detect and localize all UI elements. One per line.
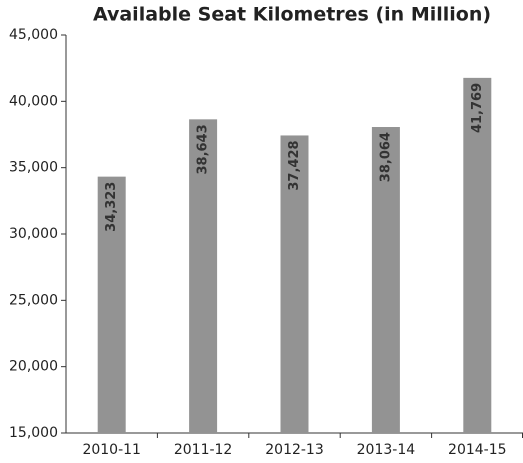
bar	[97, 176, 126, 433]
y-tick-label: 35,000	[9, 160, 58, 176]
bar	[280, 135, 309, 433]
bar	[371, 127, 400, 433]
y-tick-label: 20,000	[9, 359, 58, 375]
y-tick-label: 45,000	[9, 27, 58, 43]
chart-title: Available Seat Kilometres (in Million)	[93, 4, 491, 26]
x-tick-label: 2012-13	[265, 442, 324, 458]
y-tick-label: 40,000	[9, 93, 58, 109]
value-label: 34,323	[104, 182, 119, 232]
x-tick-label: 2014-15	[448, 442, 507, 458]
value-label: 38,643	[196, 124, 211, 174]
value-label: 37,428	[287, 140, 302, 190]
x-tick-label: 2011-12	[174, 442, 233, 458]
y-tick-label: 30,000	[9, 226, 58, 242]
bar	[189, 119, 218, 434]
x-tick-label: 2013-14	[357, 442, 416, 458]
y-tick-label: 25,000	[9, 292, 58, 308]
x-tick-label: 2010-11	[82, 442, 141, 458]
bar	[463, 77, 492, 434]
value-label: 41,769	[470, 83, 485, 133]
y-tick-label: 15,000	[9, 425, 58, 441]
value-label: 38,064	[378, 132, 393, 182]
